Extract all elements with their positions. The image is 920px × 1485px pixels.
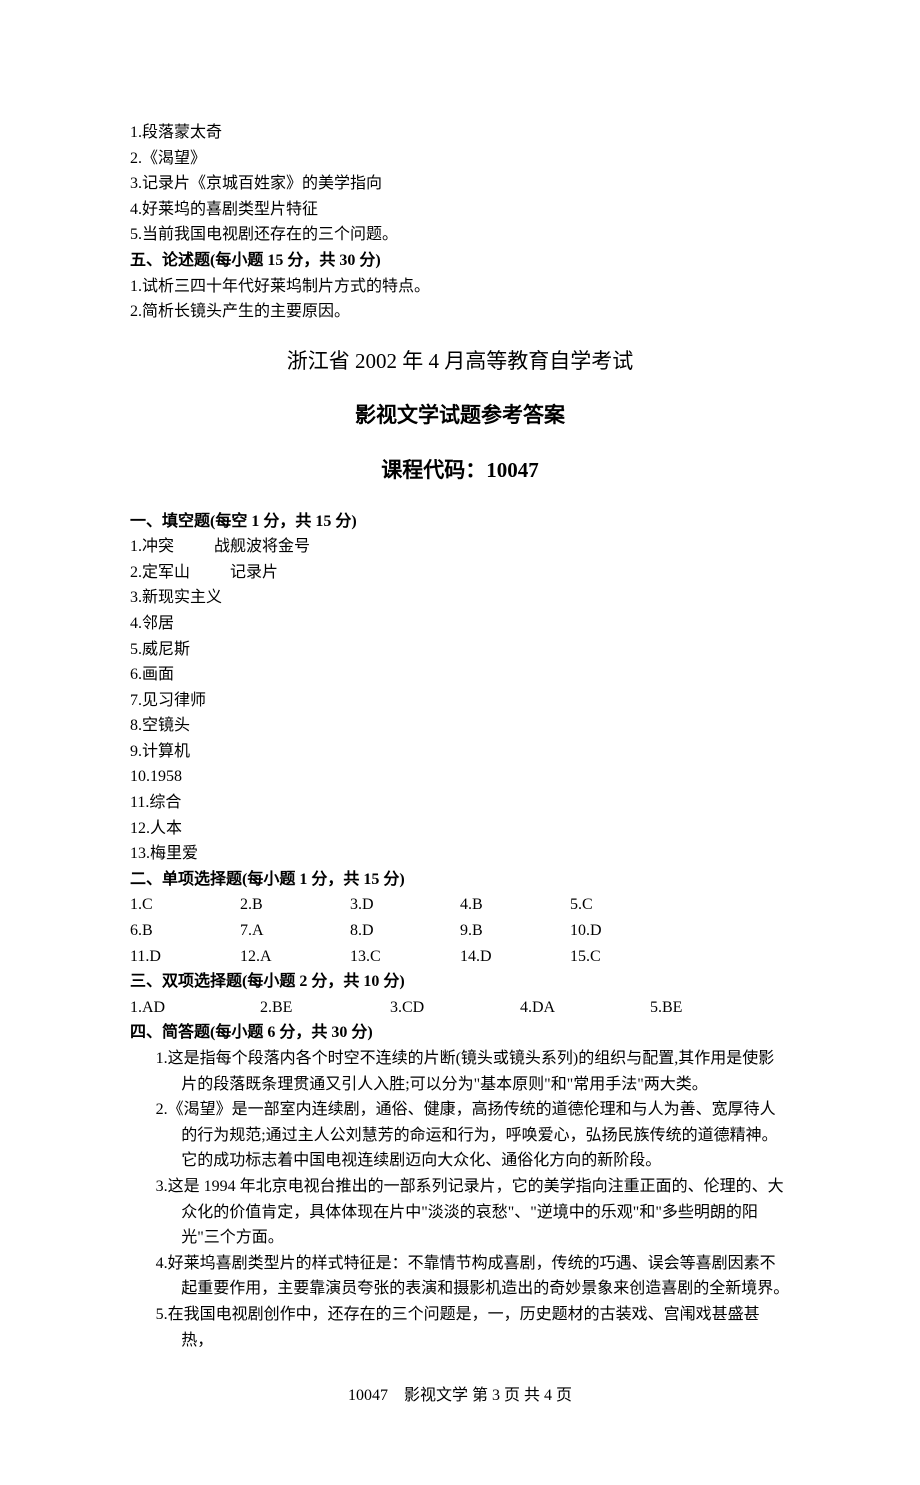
item-answer-a: 人本 <box>150 820 182 837</box>
item-answer-a: 冲突 <box>142 538 174 555</box>
exam-title-line2: 影视文学试题参考答案 <box>130 399 790 433</box>
item-answer-a: 威尼斯 <box>142 641 190 658</box>
item-answer-a: 综合 <box>149 794 181 811</box>
fill-blank-heading: 一、填空题(每空 1 分，共 15 分) <box>130 509 790 535</box>
item-answer-a: 邻居 <box>142 615 174 632</box>
mc-answer: 1.C <box>130 892 240 918</box>
intro-item: 2.《渴望》 <box>130 146 790 172</box>
fill-blank-item: 9.计算机 <box>130 739 790 765</box>
item-answer-a: 1958 <box>150 768 182 785</box>
fill-blank-item: 13.梅里爱 <box>130 841 790 867</box>
mc-answer: 8.D <box>350 918 460 944</box>
mc-answer: 9.B <box>460 918 570 944</box>
intro-item: 1.段落蒙太奇 <box>130 120 790 146</box>
item-num: 12. <box>130 820 150 837</box>
mc-answer: 12.A <box>240 944 350 970</box>
short-answer-item: 3.这是 1994 年北京电视台推出的一部系列记录片，它的美学指向注重正面的、伦… <box>130 1174 790 1251</box>
item-answer-b: 战舰波将金号 <box>214 538 310 555</box>
section-5-item: 1.试析三四十年代好莱坞制片方式的特点。 <box>130 274 790 300</box>
short-answer-heading: 四、简答题(每小题 6 分，共 30 分) <box>130 1020 790 1046</box>
dc-answer: 2.BE <box>260 995 390 1021</box>
dc-answer: 1.AD <box>130 995 260 1021</box>
item-answer-a: 画面 <box>142 666 174 683</box>
mc-answer: 13.C <box>350 944 460 970</box>
mc-answer: 5.C <box>570 892 680 918</box>
short-answer-item: 1.这是指每个段落内各个时空不连续的片断(镜头或镜头系列)的组织与配置,其作用是… <box>130 1046 790 1097</box>
mc-answer: 3.D <box>350 892 460 918</box>
item-num: 11. <box>130 794 149 811</box>
mc-answer: 7.A <box>240 918 350 944</box>
page-footer: 10047 影视文学 第 3 页 共 4 页 <box>130 1383 790 1409</box>
item-num: 7. <box>130 692 142 709</box>
intro-item: 5.当前我国电视剧还存在的三个问题。 <box>130 222 790 248</box>
fill-blank-item: 2.定军山 记录片 <box>130 560 790 586</box>
exam-title-line1: 浙江省 2002 年 4 月高等教育自学考试 <box>130 345 790 379</box>
item-num: 6. <box>130 666 142 683</box>
fill-blank-item: 5.威尼斯 <box>130 637 790 663</box>
short-answer-item: 4.好莱坞喜剧类型片的样式特征是：不靠情节构成喜剧，传统的巧遇、误会等喜剧因素不… <box>130 1251 790 1302</box>
single-choice-row: 11.D 12.A 13.C 14.D 15.C <box>130 944 790 970</box>
mc-answer: 2.B <box>240 892 350 918</box>
fill-blank-item: 12.人本 <box>130 816 790 842</box>
fill-blank-item: 7.见习律师 <box>130 688 790 714</box>
item-num: 1. <box>130 538 142 555</box>
dc-answer: 5.BE <box>650 995 780 1021</box>
item-answer-a: 空镜头 <box>142 717 190 734</box>
item-answer-b: 记录片 <box>230 564 278 581</box>
fill-blank-item: 4.邻居 <box>130 611 790 637</box>
single-choice-row: 1.C 2.B 3.D 4.B 5.C <box>130 892 790 918</box>
dc-answer: 4.DA <box>520 995 650 1021</box>
short-answer-item: 2.《渴望》是一部室内连续剧，通俗、健康，高扬传统的道德伦理和与人为善、宽厚待人… <box>130 1097 790 1174</box>
fill-blank-item: 8.空镜头 <box>130 713 790 739</box>
mc-answer: 6.B <box>130 918 240 944</box>
item-num: 2. <box>130 564 142 581</box>
item-num: 13. <box>130 845 150 862</box>
item-num: 4. <box>130 615 142 632</box>
mc-answer: 11.D <box>130 944 240 970</box>
exam-title-line3: 课程代码：10047 <box>130 454 790 488</box>
item-num: 8. <box>130 717 142 734</box>
fill-blank-item: 6.画面 <box>130 662 790 688</box>
double-choice-row: 1.AD 2.BE 3.CD 4.DA 5.BE <box>130 995 790 1021</box>
item-num: 9. <box>130 743 142 760</box>
fill-blank-item: 11.综合 <box>130 790 790 816</box>
section-5-item: 2.简析长镜头产生的主要原因。 <box>130 299 790 325</box>
mc-answer: 10.D <box>570 918 680 944</box>
double-choice-heading: 三、双项选择题(每小题 2 分，共 10 分) <box>130 969 790 995</box>
single-choice-row: 6.B 7.A 8.D 9.B 10.D <box>130 918 790 944</box>
item-num: 5. <box>130 641 142 658</box>
intro-item: 3.记录片《京城百姓家》的美学指向 <box>130 171 790 197</box>
item-num: 10. <box>130 768 150 785</box>
item-num: 3. <box>130 589 142 606</box>
fill-blank-item: 10.1958 <box>130 764 790 790</box>
section-5-heading: 五、论述题(每小题 15 分，共 30 分) <box>130 248 790 274</box>
mc-answer: 4.B <box>460 892 570 918</box>
short-answer-item: 5.在我国电视剧创作中，还存在的三个问题是，一，历史题材的古装戏、宫闱戏甚盛甚热… <box>130 1302 790 1353</box>
fill-blank-item: 1.冲突 战舰波将金号 <box>130 534 790 560</box>
mc-answer: 14.D <box>460 944 570 970</box>
item-answer-a: 新现实主义 <box>142 589 222 606</box>
item-answer-a: 计算机 <box>142 743 190 760</box>
single-choice-heading: 二、单项选择题(每小题 1 分，共 15 分) <box>130 867 790 893</box>
intro-list: 1.段落蒙太奇 2.《渴望》 3.记录片《京城百姓家》的美学指向 4.好莱坞的喜… <box>130 120 790 248</box>
intro-item: 4.好莱坞的喜剧类型片特征 <box>130 197 790 223</box>
mc-answer: 15.C <box>570 944 680 970</box>
item-answer-a: 定军山 <box>142 564 190 581</box>
item-answer-a: 梅里爱 <box>150 845 198 862</box>
fill-blank-item: 3.新现实主义 <box>130 585 790 611</box>
item-answer-a: 见习律师 <box>142 692 206 709</box>
dc-answer: 3.CD <box>390 995 520 1021</box>
